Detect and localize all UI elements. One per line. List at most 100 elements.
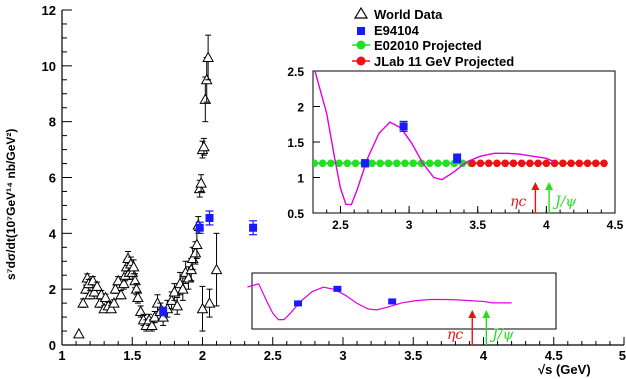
world-data-point — [73, 327, 85, 339]
e02010-projected-point — [368, 159, 376, 168]
jlab11-projected-point — [476, 159, 485, 168]
e02010-projected-point — [409, 159, 418, 168]
world-data-point — [105, 302, 118, 314]
main-jpsi-arrow-head — [482, 310, 491, 318]
world-data-point — [193, 182, 206, 194]
x-axis-title: √s (GeV) — [538, 362, 591, 377]
x-tick-label: 4 — [480, 348, 488, 363]
legend-item-e02010: E02010 Projected — [352, 38, 482, 53]
world-data-point — [127, 260, 140, 272]
world-data-point — [108, 297, 120, 308]
y-tick-label: 12 — [42, 3, 56, 18]
e02010-projected-point — [392, 159, 401, 168]
e02010-projected-point — [327, 159, 335, 168]
inset-e94104-point — [399, 122, 408, 131]
e02010-projected-point — [434, 159, 442, 168]
e02010-projected-point — [384, 159, 393, 168]
jlab11-projected-point — [575, 159, 584, 168]
main-data — [73, 34, 258, 339]
e02010-projected-point — [335, 159, 343, 168]
legend-label-e94104: E94104 — [374, 23, 420, 38]
legend-marker-jlab — [356, 56, 366, 66]
inset-y-tick-label: 2 — [297, 101, 304, 115]
world-data-point — [112, 274, 125, 286]
legend: World Data E94104 E02010 Projected JLab … — [352, 6, 514, 69]
jlab11-projected-point — [534, 159, 542, 168]
x-tick-label: 5 — [619, 348, 626, 363]
inset-theory-curve — [314, 71, 555, 206]
e02010-projected-point — [343, 159, 352, 168]
world-data-point — [168, 285, 181, 297]
zoom-e94104-point — [333, 285, 342, 292]
y-tick-label: 10 — [42, 59, 56, 74]
legend-marker-world — [353, 6, 369, 19]
world-data-point — [196, 302, 209, 314]
x-tick-label: 3.5 — [404, 348, 422, 363]
inset-x-tick-label: 4 — [543, 218, 550, 232]
e02010-projected-point — [351, 159, 360, 168]
jlab11-projected-point — [468, 159, 477, 168]
legend-item-world: World Data — [353, 6, 443, 22]
world-data-point — [176, 283, 189, 294]
world-data-point — [109, 283, 122, 294]
inset-x-tick-label: 4.5 — [607, 218, 624, 232]
world-data-point — [134, 305, 147, 316]
y-tick-label: 4 — [49, 226, 57, 241]
inset-ticks: 2.5 3 3.5 4 4.5 0.5 1 1.5 2 2.5 — [287, 65, 623, 232]
world-data-point — [171, 299, 184, 311]
world-data-point — [148, 311, 161, 322]
legend-item-e94104: E94104 — [357, 23, 420, 38]
jlab11-projected-point — [526, 159, 534, 168]
x-tick-label: 1 — [58, 348, 65, 363]
world-data-point — [88, 285, 101, 297]
inset-data: ηc J/ψ — [313, 71, 608, 213]
e94104-point — [159, 307, 168, 316]
world-data-point — [129, 274, 141, 286]
zoom-theory-curve — [247, 283, 512, 321]
y-tick-label: 6 — [49, 171, 56, 186]
e02010-projected-point — [417, 159, 426, 168]
e94104-point — [205, 213, 214, 222]
inset-etac-arrow-head — [531, 182, 540, 190]
world-data-point — [198, 140, 210, 152]
e94104-point — [249, 223, 258, 232]
e02010-projected-point — [442, 159, 450, 168]
inset-y-tick-label: 1.5 — [287, 136, 304, 150]
main-etac-label: ηc — [447, 327, 463, 343]
x-tick-label: 2.5 — [264, 348, 282, 363]
world-data-point — [117, 277, 130, 289]
jlab11-projected-point — [501, 159, 509, 168]
inset-frame — [312, 70, 616, 214]
inset-e94104-point — [453, 154, 462, 163]
jlab11-projected-point — [591, 159, 600, 168]
inset-plot: 2.5 3 3.5 4 4.5 0.5 1 1.5 2 2.5 ηc J/ψ — [287, 65, 623, 232]
zoom-region-box — [251, 272, 557, 330]
e02010-projected-point — [313, 159, 319, 168]
jlab11-projected-point — [484, 159, 493, 168]
world-data-point — [202, 51, 214, 62]
inset-e94104-point — [361, 159, 370, 168]
legend-item-jlab: JLab 11 GeV Projected — [352, 54, 514, 69]
legend-label-e02010: E02010 Projected — [374, 38, 482, 53]
e02010-projected-point — [318, 159, 327, 168]
jlab11-projected-point — [493, 159, 501, 168]
zoom-e94104-point — [294, 300, 303, 307]
y-tick-label: 2 — [49, 282, 56, 297]
inset-x-tick-label: 3 — [406, 218, 413, 232]
e02010-projected-point — [376, 159, 385, 168]
jlab11-projected-point — [559, 159, 567, 168]
world-data-point — [210, 263, 223, 275]
world-data-point — [91, 280, 103, 291]
e94104-point — [195, 223, 204, 232]
inset-etac-label: ηc — [510, 194, 526, 210]
world-data-point — [199, 93, 212, 104]
inset-x-tick-label: 3.5 — [469, 218, 486, 232]
inset-x-tick-label: 2.5 — [332, 218, 349, 232]
inset-jpsi-label: J/ψ — [552, 194, 577, 210]
x-tick-label: 1.5 — [123, 348, 141, 363]
e02010-projected-point — [425, 159, 434, 168]
inset-y-tick-label: 2.5 — [287, 65, 304, 79]
main-etac-arrow-head — [468, 310, 477, 318]
world-data-point — [77, 297, 89, 308]
